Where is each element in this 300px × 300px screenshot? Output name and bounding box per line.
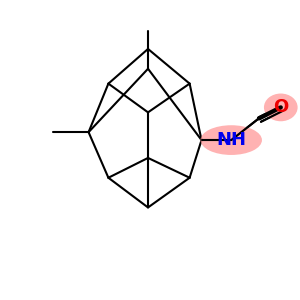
Text: O: O [273, 98, 288, 116]
Text: NH: NH [216, 131, 246, 149]
Ellipse shape [200, 125, 262, 155]
Ellipse shape [264, 94, 298, 121]
